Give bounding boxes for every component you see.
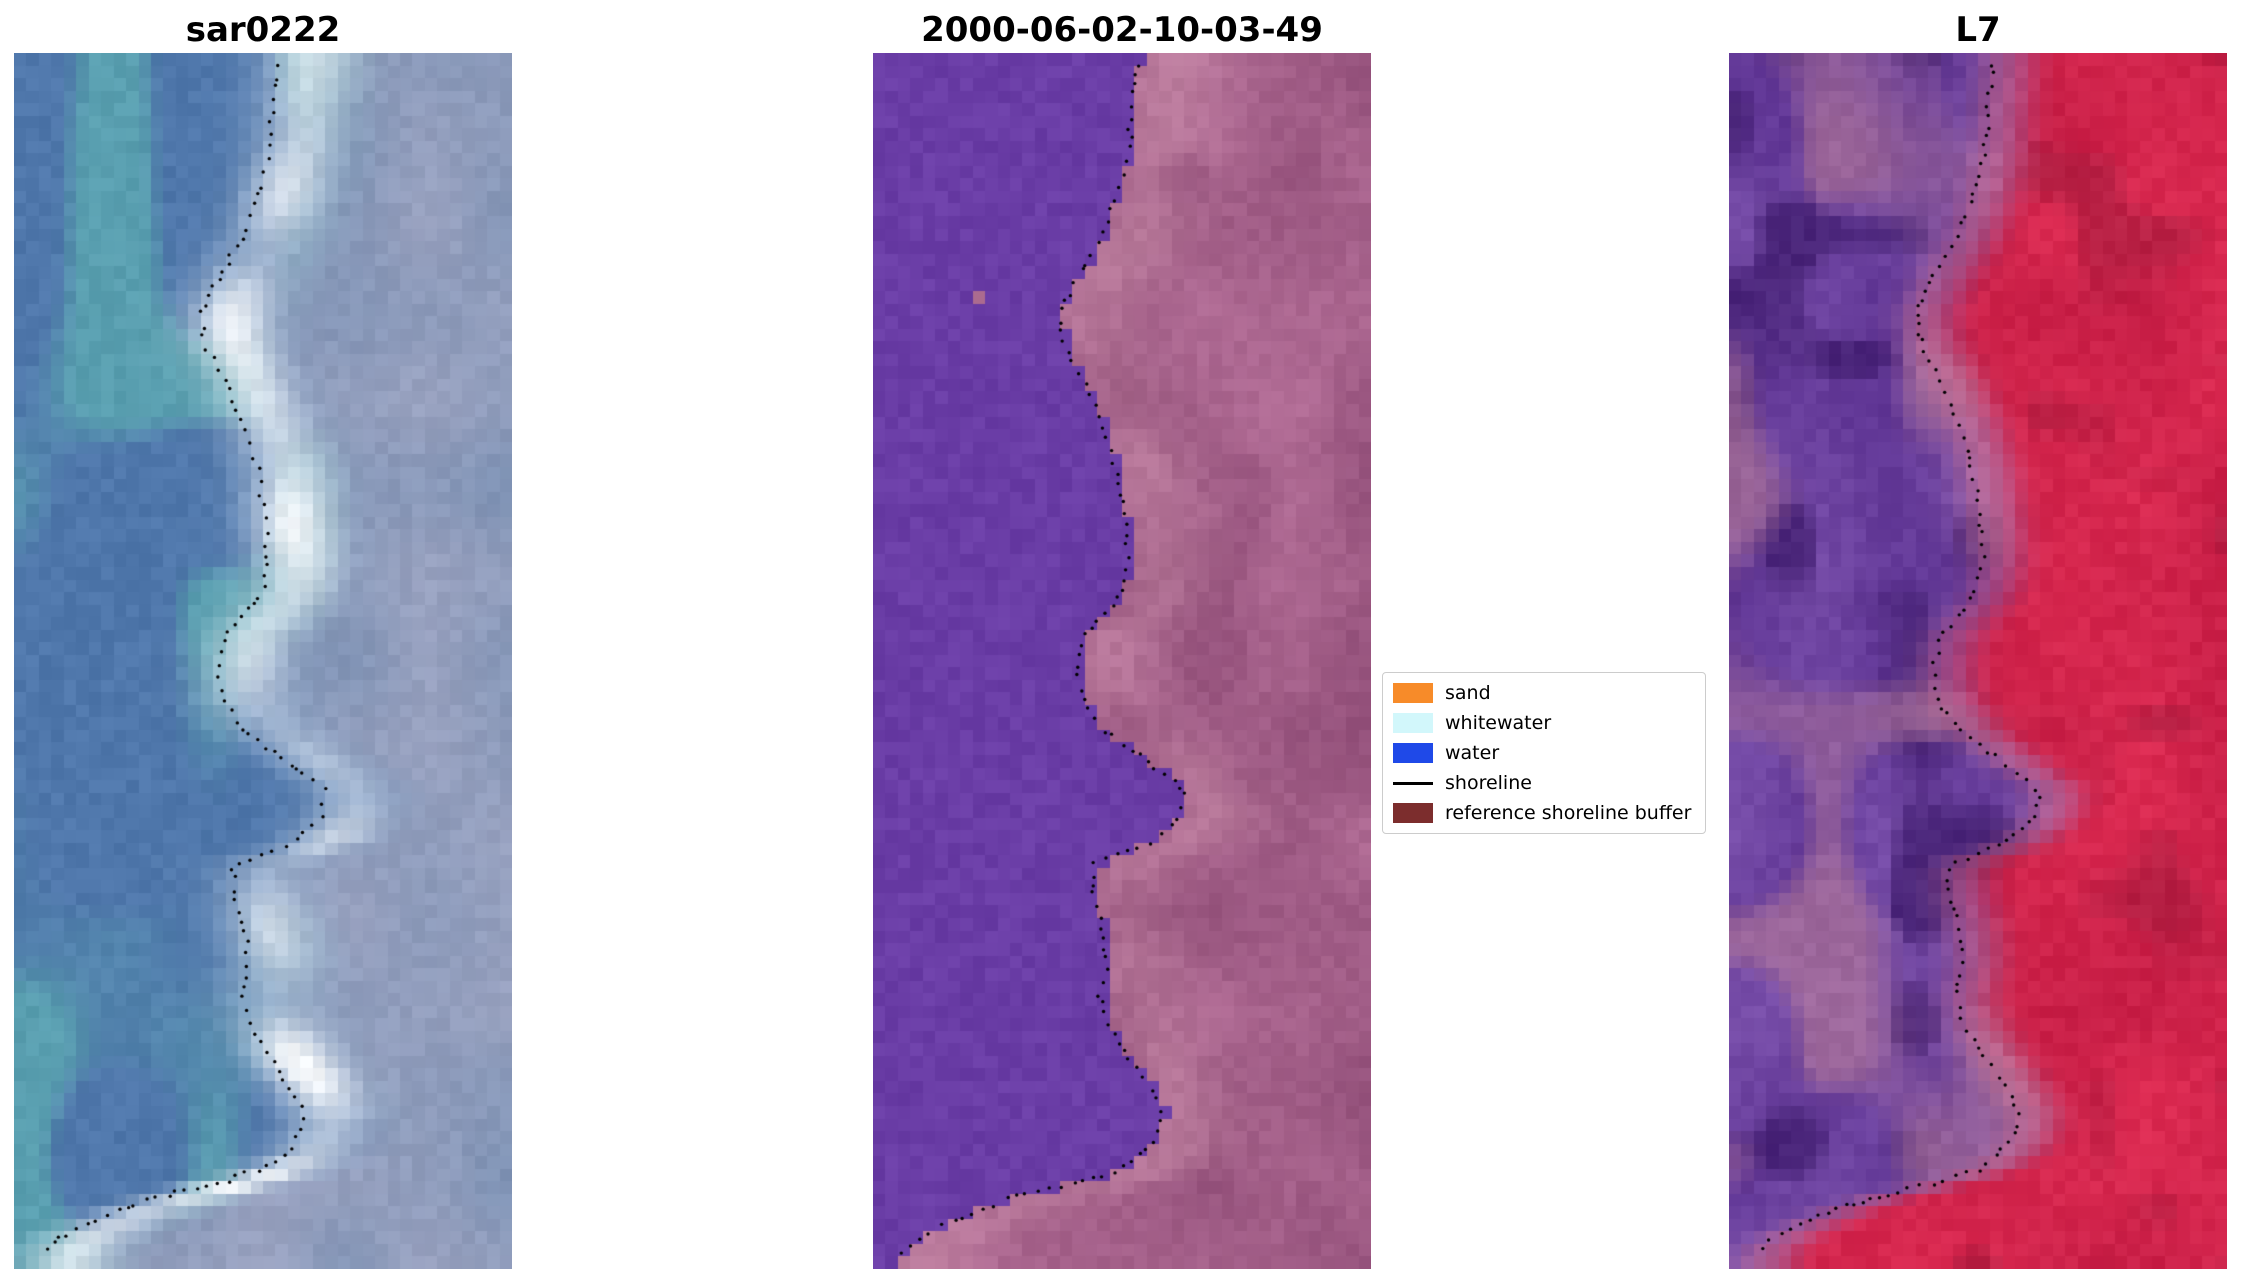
legend-label: sand — [1445, 682, 1491, 704]
legend-label: shoreline — [1445, 772, 1532, 794]
legend-entry-whitewater: whitewater — [1393, 708, 1691, 738]
classification-image — [873, 53, 1371, 1269]
l7-image — [1729, 53, 2227, 1269]
legend-color-swatch — [1393, 683, 1433, 703]
panel-title-sar0222: sar0222 — [185, 10, 341, 50]
panel-classification: 2000-06-02-10-03-49 — [873, 8, 1371, 1269]
legend: sand whitewater water shoreline reference sh… — [1382, 672, 1707, 834]
panel-sar0222: sar0222 — [14, 8, 512, 1269]
legend-color-swatch — [1393, 803, 1433, 823]
sar-image — [14, 53, 512, 1269]
legend-entry-water: water — [1393, 738, 1691, 768]
legend-entry-shoreline: shoreline — [1393, 768, 1691, 798]
legend-label: whitewater — [1445, 712, 1552, 734]
panel-title-l7: L7 — [1955, 10, 2001, 50]
legend-line-sample — [1393, 781, 1433, 785]
legend-color-swatch — [1393, 743, 1433, 763]
legend-label: reference shoreline buffer — [1445, 802, 1692, 824]
legend-color-swatch — [1393, 713, 1433, 733]
legend-label: water — [1445, 742, 1500, 764]
panel-title-classification: 2000-06-02-10-03-49 — [921, 10, 1323, 50]
legend-entry-sand: sand — [1393, 678, 1691, 708]
panel-l7: L7 — [1729, 8, 2227, 1269]
legend-entry-reference-shoreline-buffer: reference shoreline buffer — [1393, 798, 1691, 828]
